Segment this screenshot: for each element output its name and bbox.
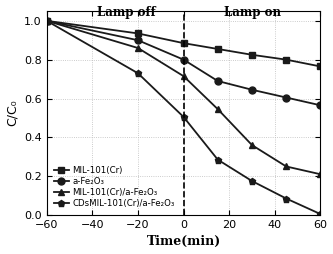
MIL-101(Cr) xyxy=(181,42,185,45)
a-Fe₂O₃ xyxy=(216,80,220,83)
a-Fe₂O₃ xyxy=(284,96,288,99)
CDsMIL-101(Cr)/a-Fe₂O₃ xyxy=(250,180,254,183)
a-Fe₂O₃ xyxy=(250,88,254,91)
CDsMIL-101(Cr)/a-Fe₂O₃ xyxy=(318,213,322,216)
CDsMIL-101(Cr)/a-Fe₂O₃ xyxy=(45,19,49,22)
a-Fe₂O₃ xyxy=(318,104,322,107)
a-Fe₂O₃ xyxy=(181,58,185,61)
a-Fe₂O₃ xyxy=(45,19,49,22)
CDsMIL-101(Cr)/a-Fe₂O₃ xyxy=(136,72,140,75)
Line: a-Fe₂O₃: a-Fe₂O₃ xyxy=(43,17,324,109)
CDsMIL-101(Cr)/a-Fe₂O₃ xyxy=(284,197,288,200)
MIL-101(Cr) xyxy=(284,58,288,61)
X-axis label: Time(min): Time(min) xyxy=(147,235,221,248)
a-Fe₂O₃ xyxy=(136,39,140,42)
CDsMIL-101(Cr)/a-Fe₂O₃ xyxy=(181,115,185,118)
Line: MIL-101(Cr): MIL-101(Cr) xyxy=(43,17,324,70)
Text: Lamp on: Lamp on xyxy=(223,6,280,19)
Line: CDsMIL-101(Cr)/a-Fe₂O₃: CDsMIL-101(Cr)/a-Fe₂O₃ xyxy=(43,17,324,217)
MIL-101(Cr) xyxy=(250,53,254,56)
MIL-101(Cr)/a-Fe₂O₃ xyxy=(45,19,49,22)
MIL-101(Cr)/a-Fe₂O₃ xyxy=(284,165,288,168)
CDsMIL-101(Cr)/a-Fe₂O₃ xyxy=(216,158,220,161)
Line: MIL-101(Cr)/a-Fe₂O₃: MIL-101(Cr)/a-Fe₂O₃ xyxy=(43,17,324,178)
MIL-101(Cr) xyxy=(318,65,322,68)
Y-axis label: C/C₀: C/C₀ xyxy=(6,100,19,126)
MIL-101(Cr)/a-Fe₂O₃ xyxy=(318,173,322,176)
MIL-101(Cr)/a-Fe₂O₃ xyxy=(136,46,140,50)
Text: Lamp off: Lamp off xyxy=(97,6,156,19)
MIL-101(Cr)/a-Fe₂O₃ xyxy=(250,144,254,147)
Legend: MIL-101(Cr), a-Fe₂O₃, MIL-101(Cr)/a-Fe₂O₃, CDsMIL-101(Cr)/a-Fe₂O₃: MIL-101(Cr), a-Fe₂O₃, MIL-101(Cr)/a-Fe₂O… xyxy=(51,163,177,211)
MIL-101(Cr) xyxy=(136,32,140,35)
MIL-101(Cr)/a-Fe₂O₃ xyxy=(216,108,220,111)
MIL-101(Cr) xyxy=(45,19,49,22)
MIL-101(Cr) xyxy=(216,47,220,51)
MIL-101(Cr)/a-Fe₂O₃ xyxy=(181,75,185,78)
